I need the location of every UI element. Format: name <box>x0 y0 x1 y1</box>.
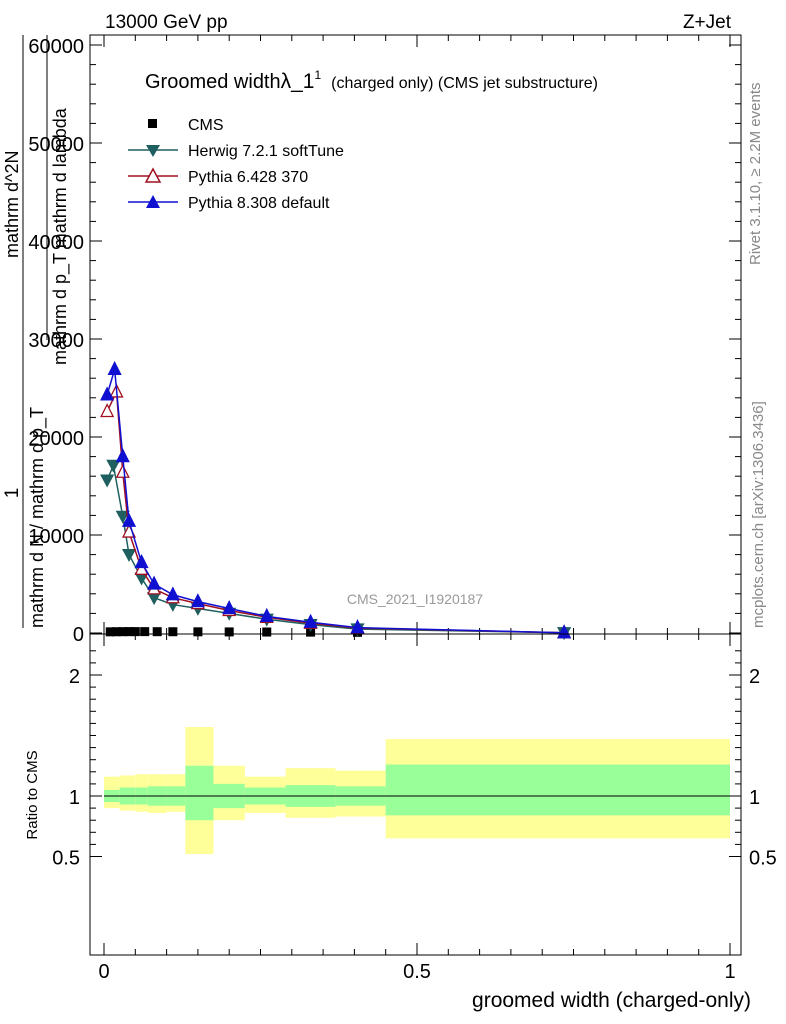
series-marker <box>350 619 365 634</box>
series-marker <box>222 600 237 615</box>
plot-title-sup: 1 <box>314 68 321 82</box>
series-marker <box>100 474 115 488</box>
cms-data-point <box>105 627 115 637</box>
cms-data-point <box>118 627 128 637</box>
series-marker <box>259 607 274 622</box>
series-marker <box>190 593 205 608</box>
series-marker <box>100 403 115 418</box>
main-ylabel-one: 1 <box>2 488 23 499</box>
x-axis-label: groomed width (charged-only) <box>472 989 751 1012</box>
series-marker <box>303 613 318 628</box>
series-marker <box>557 624 572 639</box>
plot-title: Groomed widthλ_11 (charged only) (CMS jet… <box>145 68 598 93</box>
series-marker <box>115 510 130 524</box>
legend-label-cms: CMS <box>188 117 224 134</box>
cms-data-point <box>130 627 140 637</box>
legend-label-pythia6: Pythia 6.428 370 <box>188 169 308 186</box>
cms-data-point <box>124 627 134 637</box>
main-ylabel: 1 mathrm d N / mathrm d p_T mathrm d^2N … <box>2 35 71 628</box>
main-ylabel-inner-denominator: mathrm d p_T mathrm d lambda <box>50 107 71 365</box>
x-tick-label: 0.5 <box>403 961 431 983</box>
series-marker <box>107 360 122 376</box>
header-left: 13000 GeV pp <box>105 12 228 33</box>
main-ytick-label: 0 <box>73 624 84 646</box>
main-curves <box>100 360 572 641</box>
main-axis-ticks: 0 10000 20000 30000 40000 50000 60000 <box>28 35 741 646</box>
rivet-version: Rivet 3.1.10, ≥ 2.2M events <box>747 83 764 266</box>
ratio-ytick-label-right: 1 <box>749 787 760 809</box>
series-marker <box>115 463 130 478</box>
plot-title-main: Groomed width <box>145 71 281 93</box>
series-marker <box>121 548 137 562</box>
cms-data-point <box>193 627 203 637</box>
cms-data-point <box>112 627 122 637</box>
ratio-plot-frame <box>89 633 742 956</box>
main-ytick-label: 10000 <box>28 526 84 548</box>
series-marker <box>147 575 162 590</box>
x-tick-label: 0 <box>98 961 109 983</box>
series-line <box>106 462 565 634</box>
plot-title-suffix: (charged only) (CMS jet substructure) <box>331 75 598 92</box>
ratio-axis-ticks: 0.5 0.5 1 1 2 2 0 0.5 1 <box>52 634 777 983</box>
ratio-ytick-label-left: 2 <box>69 666 80 688</box>
main-ylabel-numerator: mathrm d^2N <box>2 151 22 258</box>
ratio-ylabel: Ratio to CMS <box>24 750 41 839</box>
legend-marker-herwig <box>146 145 160 157</box>
series-marker <box>165 586 180 601</box>
series-marker <box>134 553 149 569</box>
mcplots-credit: mcplots.cern.ch [arXiv:1306.3436] <box>750 401 767 628</box>
cms-data-point <box>152 627 162 637</box>
ratio-band-stat <box>385 764 730 816</box>
x-tick-label: 1 <box>724 961 735 983</box>
ratio-band-stat <box>185 765 214 821</box>
main-ylabel-denominator: mathrm d N / mathrm d p_T <box>27 407 48 628</box>
ratio-ytick-label-right: 0.5 <box>749 848 777 870</box>
legend-marker-pythia8 <box>146 195 160 208</box>
main-ytick-label: 30000 <box>28 330 84 352</box>
plot-title-lambda: λ_1 <box>281 70 315 93</box>
cms-data-point <box>140 627 150 637</box>
main-ytick-label: 40000 <box>28 232 84 254</box>
series-marker <box>115 448 130 463</box>
cms-data-point <box>168 627 178 637</box>
ratio-ytick-label-right: 2 <box>749 666 760 688</box>
legend-marker-cms <box>148 119 157 128</box>
series-marker <box>121 512 137 527</box>
main-ytick-label: 20000 <box>28 428 84 450</box>
main-ytick-label: 60000 <box>28 36 84 58</box>
cms-data-point <box>262 627 272 637</box>
legend: CMS Herwig 7.2.1 softTune Pythia 6.428 3… <box>128 117 344 212</box>
ratio-ytick-label-left: 0.5 <box>52 848 80 870</box>
ratio-bands <box>104 727 730 855</box>
legend-label-herwig: Herwig 7.2.1 softTune <box>188 143 344 160</box>
legend-marker-pythia6 <box>144 167 162 183</box>
header-right: Z+Jet <box>683 12 732 33</box>
series-marker <box>100 386 115 401</box>
main-ytick-label: 50000 <box>28 134 84 156</box>
cms-data-point <box>224 627 234 637</box>
legend-label-pythia8: Pythia 8.308 default <box>188 195 330 212</box>
series-marker <box>106 459 121 473</box>
ratio-ytick-label-left: 1 <box>69 787 80 809</box>
cms-data-point <box>306 627 316 637</box>
analysis-watermark: CMS_2021_I1920187 <box>347 591 483 607</box>
